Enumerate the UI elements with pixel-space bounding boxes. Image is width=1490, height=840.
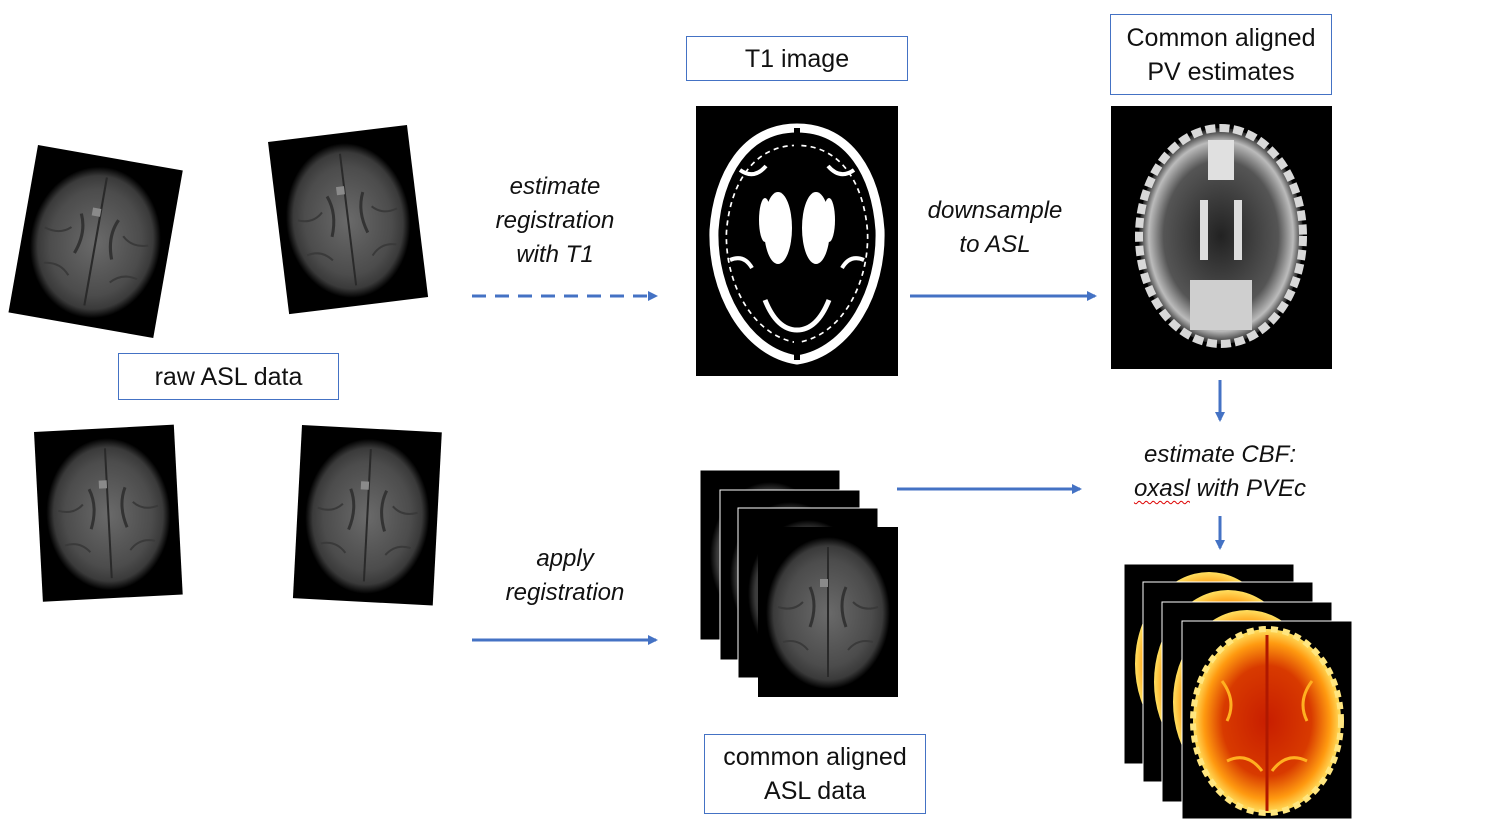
cbf-map-stack [1123,563,1353,820]
raw-asl-label-text: raw ASL data [154,362,303,391]
pv-estimates-label: Common aligned PV estimates [1110,14,1332,95]
pv-estimates-label-line2: PV estimates [1147,57,1295,86]
apply-registration-line2: registration [505,579,625,606]
common-asl-label-line2: ASL data [764,777,866,805]
estimate-registration-line1: estimate [509,173,601,200]
downsample-line1: downsample [927,197,1063,224]
raw-asl-scan-2 [266,123,430,316]
estimate-cbf-line1: estimate CBF: [1143,441,1297,468]
raw-asl-scan-4 [291,423,444,608]
pv-estimates-image [1111,106,1332,369]
apply-registration-line1: apply [536,545,594,572]
downsample-label: downsample to ASL [910,194,1080,262]
estimate-cbf-line2: oxasl with PVEc [1110,472,1330,506]
estimate-registration-label: estimate registration with T1 [475,170,635,272]
common-asl-label-line1: common aligned [723,743,907,771]
estimate-registration-line3: with T1 [516,241,594,268]
estimate-cbf-label: estimate CBF: oxasl with PVEc [1110,438,1330,506]
t1-segmentation-image [696,106,898,376]
raw-asl-scan-3 [32,423,185,604]
common-aligned-asl-stack [699,469,900,699]
t1-image-label-text: T1 image [744,44,850,73]
downsample-line2: to ASL [959,231,1031,258]
raw-asl-scan-1 [6,143,185,340]
estimate-registration-line2: registration [495,207,615,234]
t1-image-label: T1 image [686,36,908,81]
raw-asl-label: raw ASL data [118,353,339,400]
common-asl-label: common aligned ASL data [704,734,926,814]
pv-estimates-label-line1: Common aligned [1126,23,1316,52]
oxasl-word: oxasl [1133,475,1190,502]
with-pvec-text: with PVEc [1189,475,1307,502]
apply-registration-label: apply registration [485,542,645,610]
